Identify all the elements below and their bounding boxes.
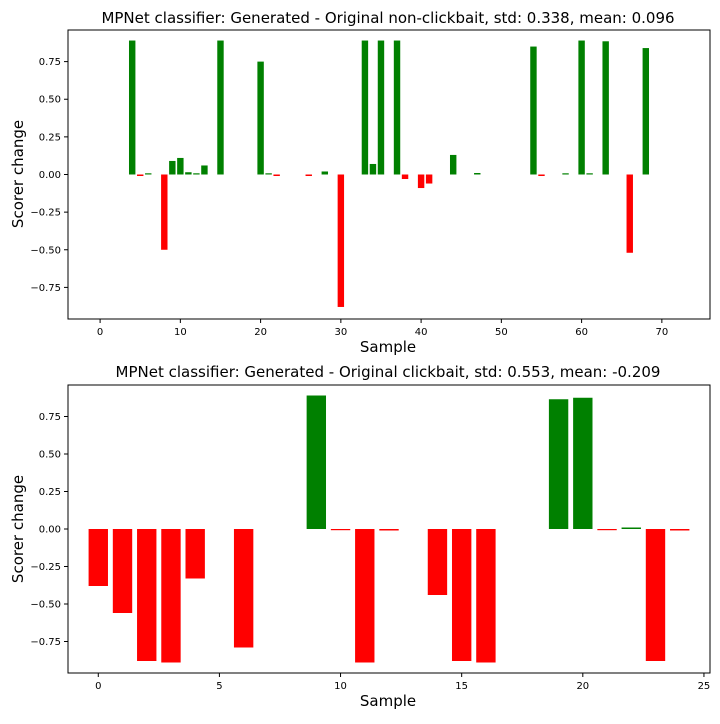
bar <box>321 171 329 175</box>
bar <box>233 529 254 648</box>
bar <box>578 40 585 175</box>
bar <box>645 529 666 661</box>
x-tick-label: 40 <box>415 327 428 338</box>
chart-non-clickbait: MPNet classifier: Generated - Original n… <box>9 9 711 356</box>
bar <box>451 529 472 661</box>
bar <box>137 529 157 661</box>
x-axis-ticks: 0 5 10 15 20 25 <box>95 673 710 692</box>
chart-clickbait: MPNet classifier: Generated - Original c… <box>9 363 711 710</box>
bar-series <box>128 40 650 307</box>
bar <box>642 48 650 175</box>
plot-area-frame <box>67 29 711 320</box>
x-tick-label: 30 <box>334 327 347 338</box>
bar <box>305 174 312 177</box>
x-tick-label: 25 <box>698 681 711 692</box>
x-tick-label: 5 <box>216 681 222 692</box>
bar <box>177 157 184 175</box>
bar <box>185 529 205 579</box>
bar <box>597 529 617 531</box>
x-tick-label: 15 <box>455 681 468 692</box>
x-axis-ticks: 0 10 20 30 40 50 60 70 <box>97 319 668 338</box>
bar <box>193 173 200 175</box>
bar <box>265 173 272 175</box>
bar <box>393 40 401 175</box>
bar <box>670 529 690 531</box>
bar <box>548 399 569 529</box>
y-axis-label: Scorer change <box>9 475 27 583</box>
bar <box>425 174 433 184</box>
y-axis-ticks: 0.75 0.50 0.25 0.00 −0.25 −0.50 −0.75 <box>30 57 68 294</box>
x-tick-label: 10 <box>334 681 347 692</box>
x-tick-label: 70 <box>655 327 668 338</box>
bar <box>217 40 224 175</box>
bar <box>145 173 152 175</box>
bar <box>562 173 569 175</box>
x-tick-label: 0 <box>95 681 101 692</box>
bar <box>427 529 448 595</box>
y-tick-label: −0.75 <box>30 637 61 648</box>
bar <box>476 529 496 663</box>
x-tick-label: 10 <box>174 327 187 338</box>
bar <box>355 529 375 663</box>
y-tick-label: 0.75 <box>39 412 61 423</box>
y-tick-label: 0.00 <box>39 170 61 181</box>
bar <box>273 174 280 177</box>
bar <box>621 527 641 529</box>
y-tick-label: 0.50 <box>39 450 61 461</box>
bar <box>369 163 377 175</box>
x-tick-label: 20 <box>254 327 267 338</box>
y-tick-label: 0.25 <box>39 487 61 498</box>
x-tick-label: 20 <box>576 681 589 692</box>
bar <box>586 173 593 175</box>
y-axis-ticks: 0.75 0.50 0.25 0.00 −0.25 −0.50 −0.75 <box>30 412 68 648</box>
bar <box>449 154 457 175</box>
y-tick-label: 0.50 <box>39 95 61 106</box>
y-tick-label: −0.75 <box>30 283 61 294</box>
bar <box>257 61 264 175</box>
y-tick-label: −0.50 <box>30 600 61 611</box>
x-tick-label: 50 <box>495 327 508 338</box>
plot-area-frame <box>67 384 711 674</box>
bar <box>185 172 192 175</box>
bar <box>330 529 351 531</box>
bar <box>112 529 133 613</box>
bar <box>377 40 385 175</box>
bar <box>337 174 345 307</box>
bar-series <box>88 395 690 663</box>
y-tick-label: −0.50 <box>30 245 61 256</box>
x-axis-label: Sample <box>360 338 416 356</box>
bar <box>361 40 369 175</box>
bar <box>602 41 609 175</box>
bar <box>626 174 633 253</box>
bar <box>128 40 136 175</box>
y-tick-label: 0.25 <box>39 132 61 143</box>
y-tick-label: 0.00 <box>39 525 61 536</box>
y-tick-label: 0.75 <box>39 57 61 68</box>
bar <box>137 174 144 177</box>
bar <box>530 46 537 175</box>
bar <box>379 529 399 531</box>
y-tick-label: −0.25 <box>30 208 61 219</box>
y-tick-label: −0.25 <box>30 562 61 573</box>
bar <box>538 174 545 177</box>
bar <box>306 395 327 529</box>
chart-title: MPNet classifier: Generated - Original c… <box>116 363 661 381</box>
bar <box>401 174 409 180</box>
bar <box>417 174 425 189</box>
bar <box>573 397 593 529</box>
bar <box>161 174 168 250</box>
bar <box>88 529 108 586</box>
bar <box>161 529 181 663</box>
x-tick-label: 60 <box>575 327 588 338</box>
x-axis-label: Sample <box>360 692 416 710</box>
bar <box>201 165 208 175</box>
bar <box>474 172 481 175</box>
x-tick-label: 0 <box>97 327 103 338</box>
y-axis-label: Scorer change <box>9 120 27 228</box>
bar <box>169 160 176 175</box>
chart-title: MPNet classifier: Generated - Original n… <box>101 9 674 27</box>
